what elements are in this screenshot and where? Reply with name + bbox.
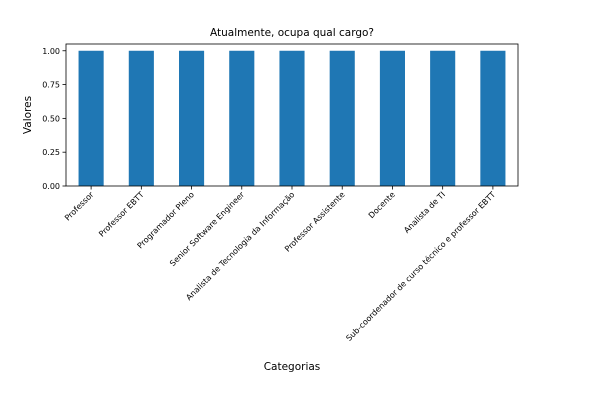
bar-4: [229, 50, 255, 187]
y-tick-label-1: 0.25: [42, 148, 60, 157]
x-tick-label-4: Analista de Tecnologia da Informação: [184, 190, 296, 302]
bar-7: [379, 50, 405, 187]
y-tick-label-0: 0.00: [42, 182, 60, 191]
y-tick-label-3: 0.75: [42, 81, 60, 90]
chart-title: Atualmente, ocupa qual cargo?: [210, 27, 374, 39]
x-tick-label-2: Programador Pleno: [136, 190, 196, 250]
bar-6: [329, 50, 355, 187]
y-tick-label-2: 0.50: [42, 114, 60, 123]
x-axis-label: Categorias: [264, 361, 321, 373]
x-tick-label-0: Professor: [63, 190, 96, 223]
bar-2: [128, 50, 154, 187]
y-tick-label-4: 1.00: [42, 47, 60, 56]
bar-1: [78, 50, 104, 187]
x-tick-label-1: Professor EBTT: [97, 190, 146, 239]
bar-9: [480, 50, 506, 187]
bar-5: [279, 50, 305, 187]
y-axis-label: Valores: [22, 96, 34, 134]
bar-3: [179, 50, 205, 187]
plot-area: 0.00 0.25 0.50 0.75 1.00 Professor Professor E…: [42, 43, 519, 343]
x-tick-label-6: Docente: [367, 190, 397, 220]
x-tick-label-7: Analista de TI: [402, 190, 447, 235]
bar-8: [430, 50, 456, 187]
